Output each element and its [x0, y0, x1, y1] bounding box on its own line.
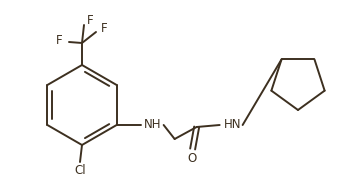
Text: HN: HN [224, 119, 242, 132]
Text: F: F [56, 35, 62, 47]
Text: F: F [101, 22, 107, 36]
Text: O: O [187, 152, 196, 164]
Text: NH: NH [144, 119, 161, 132]
Text: Cl: Cl [74, 164, 86, 177]
Text: F: F [87, 15, 93, 28]
